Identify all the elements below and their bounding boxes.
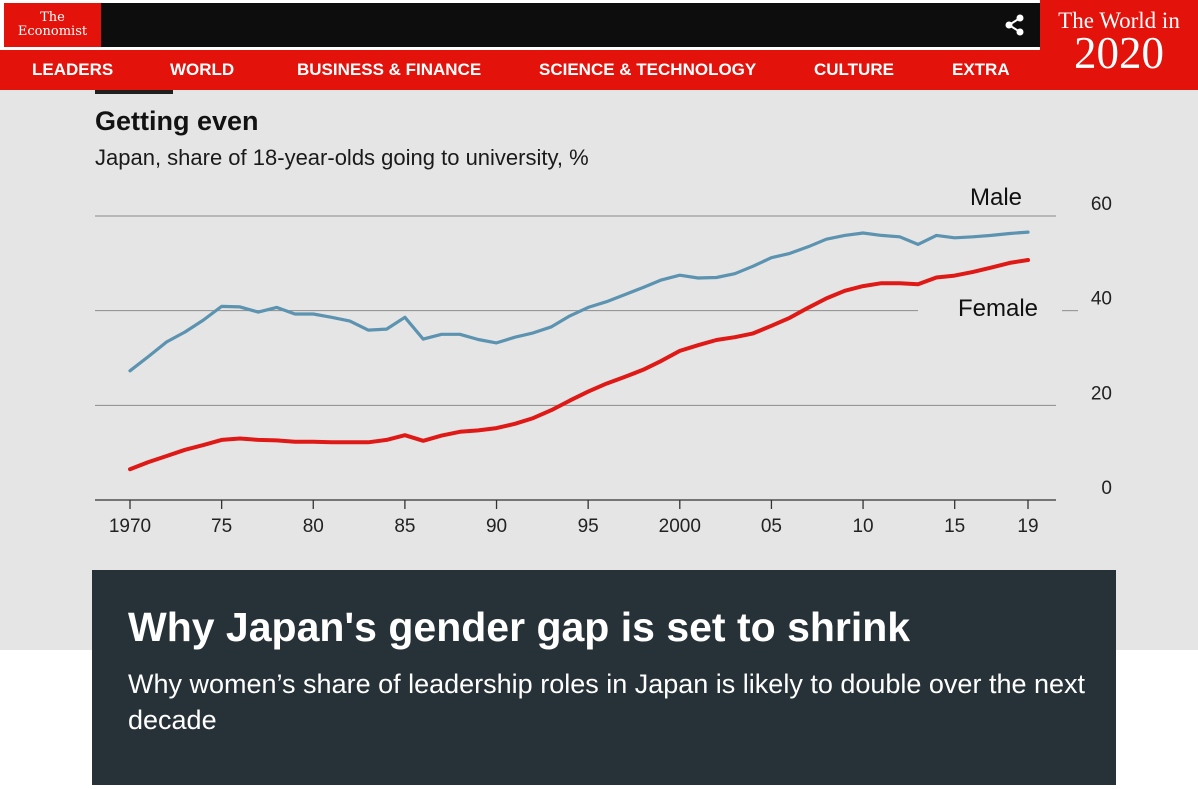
economist-logo[interactable]: The Economist [4,3,101,47]
nav-science-technology[interactable]: SCIENCE & TECHNOLOGY [539,60,757,79]
x-tick-label-2010: 10 [852,516,873,537]
nav-extra[interactable]: EXTRA [952,60,1010,79]
y-tick-label-40: 40 [1091,289,1112,310]
article-standfirst: Why women’s share of leadership roles in… [128,669,1086,735]
y-tick-label-60: 60 [1091,194,1112,215]
x-tick-label-1985: 85 [394,516,415,537]
x-tick-label-1970: 1970 [109,516,151,537]
logo-line-1: The [40,10,65,25]
chart-top-rule [95,90,173,94]
nav-culture[interactable]: CULTURE [814,60,894,79]
x-tick-label-2019: 19 [1017,516,1038,537]
x-tick-label-1975: 75 [211,516,232,537]
x-tick-label-1990: 90 [486,516,507,537]
x-tick-label-1980: 80 [303,516,324,537]
nav-world[interactable]: WORLD [170,60,235,79]
logo-line-2: Economist [17,24,88,39]
world-in-label: The World in [1058,8,1180,33]
article-headline[interactable]: Why Japan's gender gap is set to shrink [128,604,911,650]
x-tick-label-1995: 95 [578,516,599,537]
series-line-male [128,230,1030,373]
series-label-male: Male [970,184,1022,211]
world-in-2020-logo[interactable]: The World in 2020 [1040,0,1198,90]
black-header-bar [101,3,1040,47]
article-teaser[interactable]: Why Japan's gender gap is set to shrink … [92,570,1116,785]
line-chart: 60 40 20 0 1970 75 80 85 90 95 2000 05 10 15 19 Male Fem… [95,184,1112,537]
chart-background [0,90,1198,650]
top-bar: The Economist LEADERS WORLD BUSINESS & F… [0,0,1198,90]
series-line-female [128,258,1030,472]
world-in-year: 2020 [1074,28,1164,78]
x-tick-label-2015: 15 [944,516,965,537]
chart-title: Getting even [95,106,259,136]
series-label-female: Female [958,295,1038,322]
share-icon[interactable] [1002,12,1028,38]
section-nav: LEADERS WORLD BUSINESS & FINANCE SCIENCE… [0,50,1040,90]
x-tick-label-2005: 05 [761,516,782,537]
chart-subtitle: Japan, share of 18-year-olds going to un… [95,145,589,170]
x-tick-label-2000: 2000 [659,516,701,537]
nav-leaders[interactable]: LEADERS [32,60,114,79]
y-tick-label-0: 0 [1101,478,1112,499]
nav-business-finance[interactable]: BUSINESS & FINANCE [297,60,482,79]
y-tick-label-20: 20 [1091,383,1112,404]
